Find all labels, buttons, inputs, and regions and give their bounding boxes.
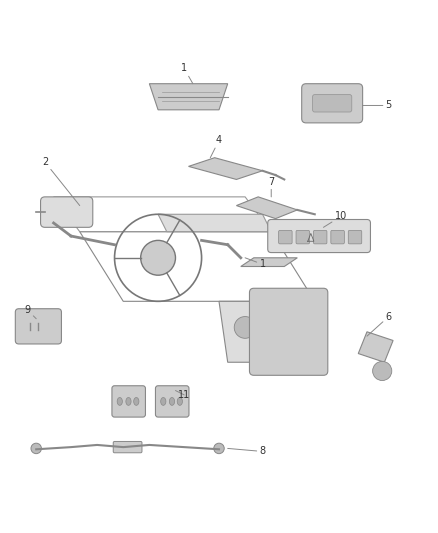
Ellipse shape <box>170 398 175 405</box>
FancyBboxPatch shape <box>113 441 142 453</box>
Circle shape <box>373 361 392 381</box>
Ellipse shape <box>161 398 166 405</box>
FancyBboxPatch shape <box>348 230 362 244</box>
Text: 1: 1 <box>181 63 193 84</box>
FancyBboxPatch shape <box>250 288 328 375</box>
FancyBboxPatch shape <box>112 386 145 417</box>
Circle shape <box>234 317 256 338</box>
Polygon shape <box>158 214 271 232</box>
Polygon shape <box>358 332 393 362</box>
FancyBboxPatch shape <box>155 386 189 417</box>
Ellipse shape <box>177 398 183 405</box>
Ellipse shape <box>134 398 139 405</box>
Text: 1: 1 <box>245 258 265 269</box>
FancyBboxPatch shape <box>41 197 93 228</box>
Text: 7: 7 <box>268 176 274 197</box>
FancyBboxPatch shape <box>331 230 344 244</box>
Polygon shape <box>188 158 262 180</box>
Polygon shape <box>219 301 315 362</box>
Circle shape <box>141 240 176 275</box>
FancyBboxPatch shape <box>296 230 310 244</box>
Text: 4: 4 <box>210 135 222 158</box>
Polygon shape <box>149 84 228 110</box>
Text: 2: 2 <box>42 157 80 206</box>
Text: 11: 11 <box>176 390 190 400</box>
Polygon shape <box>237 197 297 219</box>
Circle shape <box>214 443 224 454</box>
FancyBboxPatch shape <box>313 94 352 112</box>
Circle shape <box>260 317 282 338</box>
Circle shape <box>31 443 42 454</box>
Text: 5: 5 <box>363 100 392 110</box>
Text: 6: 6 <box>367 312 392 336</box>
FancyBboxPatch shape <box>279 230 292 244</box>
Text: 10: 10 <box>323 212 347 228</box>
FancyBboxPatch shape <box>15 309 61 344</box>
Ellipse shape <box>117 398 122 405</box>
Text: 8: 8 <box>228 447 265 456</box>
Polygon shape <box>241 258 297 266</box>
Text: 9: 9 <box>25 305 36 319</box>
FancyBboxPatch shape <box>314 230 327 244</box>
FancyBboxPatch shape <box>268 220 371 253</box>
FancyBboxPatch shape <box>302 84 363 123</box>
Ellipse shape <box>126 398 131 405</box>
